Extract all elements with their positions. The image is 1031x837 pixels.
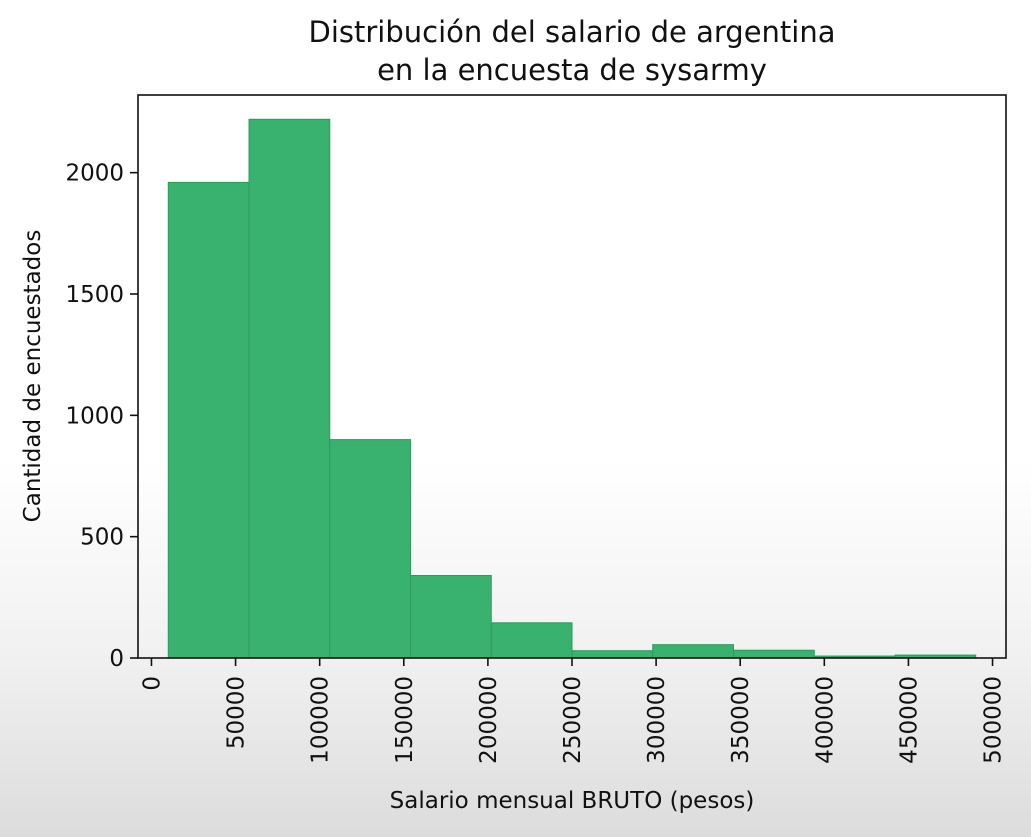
x-tick-label: 100000	[308, 676, 334, 764]
x-tick-label: 300000	[644, 676, 670, 764]
x-tick-label: 450000	[896, 676, 922, 764]
histogram-bar	[167, 181, 250, 659]
x-tick-label: 150000	[392, 676, 418, 764]
x-tick-label: 350000	[728, 676, 754, 764]
x-tick-label: 400000	[812, 676, 838, 764]
x-tick-label: 250000	[560, 676, 586, 764]
histogram-bar	[490, 622, 573, 659]
y-tick-label: 0	[109, 646, 124, 672]
histogram-bar	[329, 439, 412, 659]
histogram-bar	[248, 118, 331, 659]
y-tick-label: 1000	[65, 403, 124, 429]
x-axis-label: Salario mensual BRUTO (pesos)	[390, 788, 755, 814]
x-tick-label: 50000	[224, 676, 250, 749]
x-axis-ticks: 0 50000 100000 150000 200000 250000 300000 3500…	[139, 658, 1007, 764]
x-tick-label: 0	[139, 676, 165, 691]
y-tick-label: 500	[80, 525, 124, 551]
histogram-bar	[652, 644, 734, 659]
histogram-bar	[571, 650, 654, 659]
y-axis-ticks: 0 500 1000 1500 2000	[65, 161, 138, 672]
chart-title-line-2: en la encuesta de sysarmy	[377, 53, 767, 87]
y-axis-label: Cantidad de encuestados	[20, 230, 46, 523]
x-tick-label: 500000	[981, 676, 1007, 764]
histogram-bars	[167, 118, 977, 659]
y-tick-label: 1500	[65, 282, 124, 308]
x-tick-label: 200000	[476, 676, 502, 764]
histogram-bar	[732, 649, 815, 659]
y-tick-label: 2000	[65, 161, 124, 187]
chart-title-line-1: Distribución del salario de argentina	[308, 15, 835, 49]
histogram-bar	[410, 574, 492, 659]
